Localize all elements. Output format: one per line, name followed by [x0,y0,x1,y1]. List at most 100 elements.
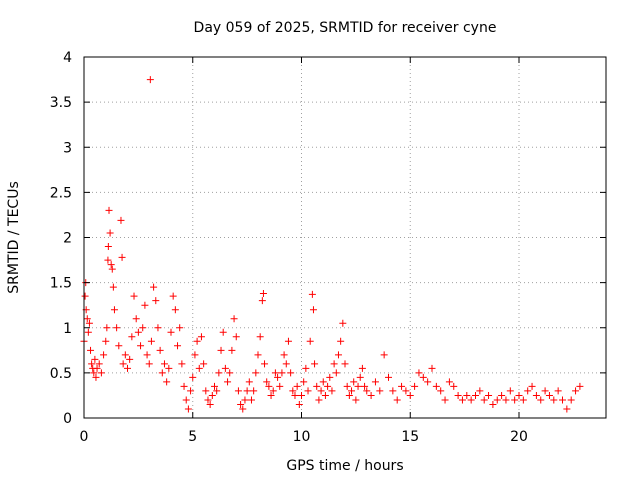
data-point [197,333,205,341]
y-tick-label: 2.5 [50,185,72,201]
data-point [243,387,251,395]
data-point [182,396,190,404]
data-point [180,382,188,390]
data-point [154,324,162,332]
data-point [356,373,364,381]
data-point [572,387,580,395]
data-point [100,351,108,359]
data-point [567,396,575,404]
data-point [261,360,269,368]
data-point [211,382,218,390]
data-point [174,342,182,350]
data-point [156,346,164,354]
data-point [306,337,314,345]
data-point [463,391,471,399]
data-point [515,391,523,399]
data-point [167,328,175,336]
data-point [92,373,100,381]
data-point [258,297,266,305]
data-point [295,400,303,408]
data-point [472,391,479,399]
data-point [200,360,208,368]
grid-lines [84,57,606,418]
data-point [532,391,540,399]
data-point [263,378,271,386]
data-point [309,306,317,314]
data-point [121,351,129,359]
data-point [576,382,584,390]
data-point [163,378,171,386]
data-point [84,328,92,336]
data-point [441,396,449,404]
data-point [424,378,432,386]
data-point [511,396,519,404]
data-point [93,364,101,372]
data-point [428,364,436,372]
data-point [145,360,153,368]
data-point [150,283,158,291]
data-point [287,369,295,377]
data-point [176,324,184,332]
data-point [241,396,249,404]
data-point [256,333,264,341]
data-point [252,369,260,377]
data-point [232,333,240,341]
data-point [284,337,292,345]
data-point [334,351,342,359]
data-point [117,216,125,224]
data-point [88,360,96,368]
data-point [437,387,445,395]
y-tick-label: 4 [63,50,72,66]
data-point [189,373,197,381]
data-point [352,396,360,404]
data-point [158,369,166,377]
data-point [250,387,258,395]
data-point [276,382,284,390]
data-point [87,346,95,354]
data-point [454,391,462,399]
data-point [215,369,223,377]
data-point [169,292,177,300]
data-point [83,315,91,323]
data-point [195,364,203,372]
data-point [315,396,323,404]
data-point [152,297,160,305]
data-point [193,337,201,345]
data-point [380,351,388,359]
data-point [432,382,440,390]
data-point [208,391,216,399]
x-tick-label: 5 [188,429,197,445]
data-point [178,360,186,368]
data-point [304,387,312,395]
data-point [363,387,371,395]
data-point [493,396,501,404]
data-point [217,346,225,354]
data-point [106,229,114,237]
data-point [91,355,99,363]
data-point [102,337,110,345]
data-point [130,292,138,300]
data-point [206,400,214,408]
data-point [221,364,229,372]
x-tick-label: 20 [510,429,528,445]
data-point [228,346,236,354]
data-point [239,405,247,413]
data-point [289,387,297,395]
data-point [348,387,356,395]
data-point [319,378,327,386]
data-point [406,391,414,399]
data-point [445,378,453,386]
data-point [265,382,273,390]
data-point [90,369,98,377]
data-point [480,396,488,404]
data-point [118,253,126,261]
y-tick-label: 3 [63,140,72,156]
data-point [282,360,290,368]
data-point [219,328,227,336]
y-tick-label: 0.5 [50,366,72,382]
data-point [326,373,334,381]
data-point [132,315,140,323]
data-point [524,387,532,395]
data-point [506,387,514,395]
data-point [458,396,466,404]
